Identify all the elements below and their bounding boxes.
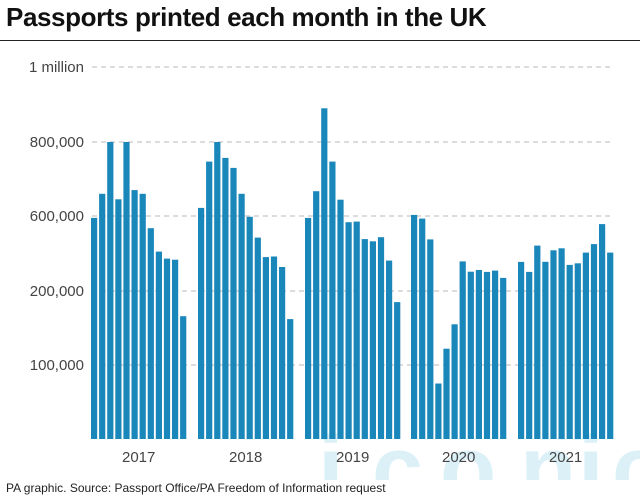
x-tick-label-2019: 2019 — [336, 449, 369, 466]
x-tick-label-2017: 2017 — [122, 449, 155, 466]
bar-2021-9 — [582, 252, 589, 439]
bar-2021-3 — [534, 245, 541, 439]
bar-2021-5 — [550, 250, 557, 439]
bar-2017-7 — [139, 193, 146, 439]
bar-2018-4 — [222, 157, 229, 439]
bar-2021-6 — [558, 248, 565, 440]
bar-2020-1 — [411, 214, 418, 439]
bar-2018-8 — [254, 237, 261, 439]
bar-2019-3 — [321, 108, 328, 440]
y-tick-label: 600,000 — [30, 208, 84, 225]
y-tick-label: 800,000 — [30, 134, 84, 151]
bar-2021-7 — [566, 264, 573, 439]
bar-2018-2 — [206, 161, 213, 439]
bar-2017-1 — [91, 217, 98, 439]
bar-2018-11 — [279, 267, 286, 439]
bar-2019-1 — [305, 217, 312, 439]
bar-2021-4 — [542, 261, 549, 440]
bar-2021-11 — [599, 224, 606, 439]
bar-2017-5 — [123, 142, 130, 439]
x-axis: 2017 2018 2019 2020 2021 — [122, 449, 582, 466]
bar-2020-2 — [419, 218, 426, 439]
bar-2019-7 — [353, 221, 360, 439]
bar-2020-10 — [483, 271, 491, 439]
bar-2019-8 — [361, 239, 368, 439]
bar-2020-7 — [459, 261, 466, 439]
bar-2020-3 — [427, 239, 434, 439]
chart-title: Passports printed each month in the UK — [6, 2, 487, 32]
title-rule — [0, 40, 640, 41]
bar-2019-12 — [394, 302, 401, 439]
x-tick-label-2018: 2018 — [229, 449, 262, 466]
bar-2020-12 — [500, 277, 507, 439]
bar-2017-11 — [172, 259, 179, 439]
bar-2021-2 — [526, 271, 533, 439]
bar-2018-9 — [262, 257, 269, 439]
bar-2018-10 — [270, 256, 278, 439]
bar-2019-9 — [369, 241, 376, 439]
bar-2017-6 — [131, 190, 138, 439]
y-tick-label: 200,000 — [30, 283, 84, 300]
bar-2020-8 — [467, 271, 474, 439]
y-axis: 100,000 200,000 600,000 800,000 1 million — [29, 59, 84, 374]
bar-2017-9 — [155, 251, 162, 439]
bar-2019-6 — [345, 222, 352, 439]
gridlines — [92, 66, 612, 366]
bar-2019-2 — [313, 191, 320, 439]
bar-2021-12 — [607, 252, 614, 439]
bar-2019-11 — [386, 260, 393, 439]
y-tick-label: 100,000 — [30, 357, 84, 374]
bar-2020-6 — [451, 324, 458, 439]
bar-2018-6 — [238, 193, 245, 439]
y-tick-label: 1 million — [29, 59, 84, 76]
bar-2018-3 — [214, 142, 221, 439]
bar-2020-4 — [435, 383, 442, 439]
bars — [91, 108, 614, 440]
bar-2021-8 — [574, 263, 581, 440]
bar-2017-8 — [147, 228, 154, 439]
bar-2018-12 — [287, 319, 294, 439]
bar-2017-4 — [115, 199, 122, 439]
bar-2021-1 — [518, 261, 525, 439]
source-note: PA graphic. Source: Passport Office/PA F… — [6, 481, 386, 495]
bar-2021-10 — [590, 244, 598, 439]
bar-2018-5 — [230, 167, 237, 439]
x-tick-label-2021: 2021 — [549, 449, 582, 466]
bar-2017-10 — [163, 258, 171, 439]
bar-2019-4 — [329, 161, 336, 439]
bar-2020-5 — [443, 348, 450, 439]
bar-2020-9 — [475, 270, 482, 439]
bar-2018-1 — [198, 207, 205, 439]
bar-2019-5 — [337, 199, 344, 439]
bar-2019-10 — [377, 237, 385, 439]
x-tick-label-2020: 2020 — [442, 449, 475, 466]
bar-2017-2 — [99, 193, 106, 439]
bar-2017-12 — [180, 316, 187, 439]
bar-2017-3 — [107, 142, 114, 439]
watermark-letter: c — [612, 418, 640, 480]
bar-2018-7 — [246, 216, 253, 440]
bar-2020-11 — [492, 270, 499, 439]
